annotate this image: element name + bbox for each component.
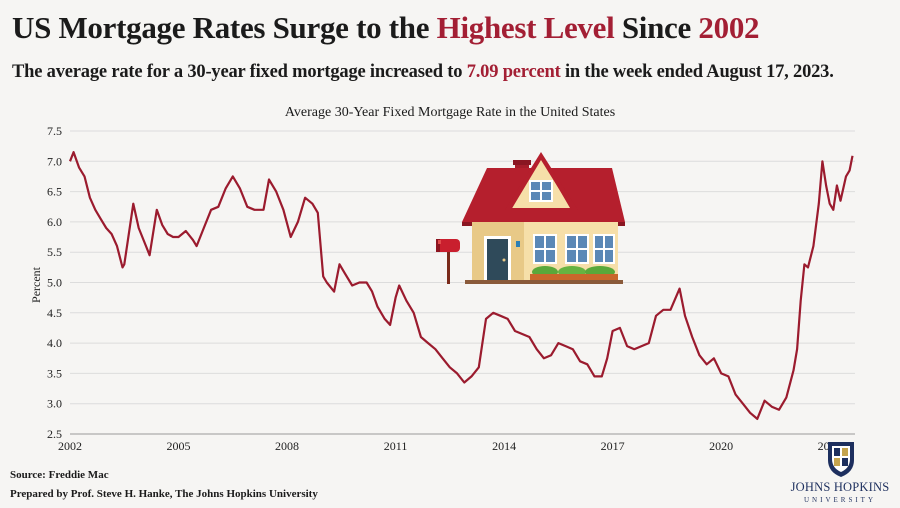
x-tick-label: 2008 <box>275 439 299 453</box>
y-tick-label: 4.5 <box>47 306 62 320</box>
house-with-mailbox-icon <box>436 152 625 284</box>
x-tick-label: 2002 <box>58 439 82 453</box>
title-text-since: Since <box>614 10 699 45</box>
page-title: US Mortgage Rates Surge to the Highest L… <box>12 10 760 46</box>
subtitle-text-end: in the week ended August 17, 2023. <box>560 62 834 82</box>
y-axis-label: Percent <box>29 266 43 303</box>
x-tick-label: 2020 <box>709 439 733 453</box>
prepared-by-note: Prepared by Prof. Steve H. Hanke, The Jo… <box>10 488 318 500</box>
y-tick-label: 4.0 <box>47 336 62 350</box>
chart-title: Average 30-Year Fixed Mortgage Rate in t… <box>284 105 616 120</box>
y-tick-label: 3.0 <box>47 397 62 411</box>
y-tick-label: 2.5 <box>47 427 62 441</box>
subtitle-text: The average rate for a 30-year fixed mor… <box>12 62 467 82</box>
subtitle-accent-rate: 7.09 percent <box>466 62 561 82</box>
title-accent-highest-level: Highest Level <box>436 10 615 45</box>
x-tick-label: 2005 <box>167 439 191 453</box>
x-tick-label: 2014 <box>492 439 516 453</box>
x-tick-label: 2011 <box>384 439 408 453</box>
y-tick-label: 3.5 <box>47 366 62 380</box>
series-line-mortgage-rate <box>68 151 854 420</box>
gridlines <box>70 130 855 435</box>
page-subtitle: The average rate for a 30-year fixed mor… <box>12 62 834 83</box>
logo-name: JOHNS HOPKINS <box>790 480 890 494</box>
y-tick-label: 7.0 <box>47 154 62 168</box>
x-tick-label: 2017 <box>601 439 625 453</box>
source-note: Source: Freddie Mac <box>10 469 109 481</box>
y-tick-label: 7.5 <box>47 124 62 138</box>
y-tick-label: 6.0 <box>47 215 62 229</box>
title-accent-year: 2002 <box>698 10 760 45</box>
y-tick-label: 5.5 <box>47 245 62 259</box>
y-tick-label: 6.5 <box>47 185 62 199</box>
x-axis-ticks: 20022005200820112014201720202023 <box>58 439 842 453</box>
logo-subtitle: UNIVERSITY <box>804 496 876 504</box>
title-text: US Mortgage Rates Surge to the <box>12 10 437 45</box>
y-axis-ticks: 2.5 3.0 3.5 4.0 4.5 5.0 5.5 6.0 6.5 7.0 7.5 <box>47 124 62 441</box>
y-tick-label: 5.0 <box>47 276 62 290</box>
jhu-shield-icon <box>828 442 854 477</box>
